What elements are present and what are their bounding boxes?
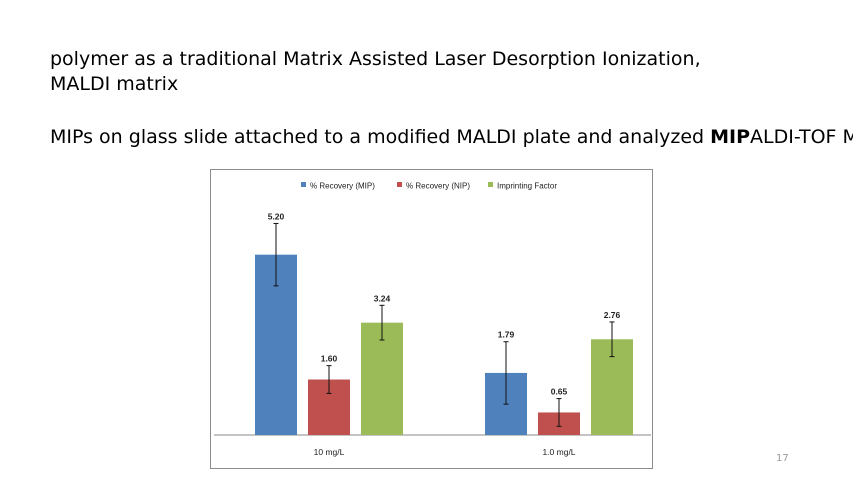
bar-chart: % Recovery (MIP) % Recovery (NIP) Imprinti… bbox=[214, 182, 651, 457]
slide-text-line-3: MIPs on glass slide attached to a modifi… bbox=[50, 126, 853, 148]
data-label: 1.60 bbox=[321, 354, 338, 364]
data-label: 0.65 bbox=[551, 387, 568, 397]
legend-swatch bbox=[488, 182, 493, 187]
data-label: 3.24 bbox=[374, 293, 391, 303]
chart-container: % Recovery (MIP) % Recovery (NIP) Imprinti… bbox=[210, 169, 653, 469]
line3-prefix: MIPs on glass slide attached to a modifi… bbox=[50, 126, 711, 148]
legend-label: % Recovery (MIP) bbox=[310, 182, 375, 191]
legend-label: Imprinting Factor bbox=[497, 182, 557, 191]
line3-suffix: ALDI-TOF MS bbox=[750, 126, 853, 148]
legend-swatch bbox=[301, 182, 306, 187]
category-label: 10 mg/L bbox=[314, 447, 345, 457]
page-number: 17 bbox=[776, 453, 789, 464]
legend-label: % Recovery (NIP) bbox=[406, 182, 470, 191]
line3-bold: MIP bbox=[710, 126, 751, 148]
data-label: 2.76 bbox=[604, 310, 621, 320]
category-label: 1.0 mg/L bbox=[542, 447, 575, 457]
slide-text-line-2: MALDI matrix bbox=[50, 73, 179, 95]
legend-swatch bbox=[397, 182, 402, 187]
data-label: 1.79 bbox=[498, 330, 515, 340]
bar bbox=[361, 322, 403, 435]
data-label: 5.20 bbox=[268, 211, 285, 221]
slide-text-line-1: polymer as a traditional Matrix Assisted… bbox=[50, 48, 701, 70]
